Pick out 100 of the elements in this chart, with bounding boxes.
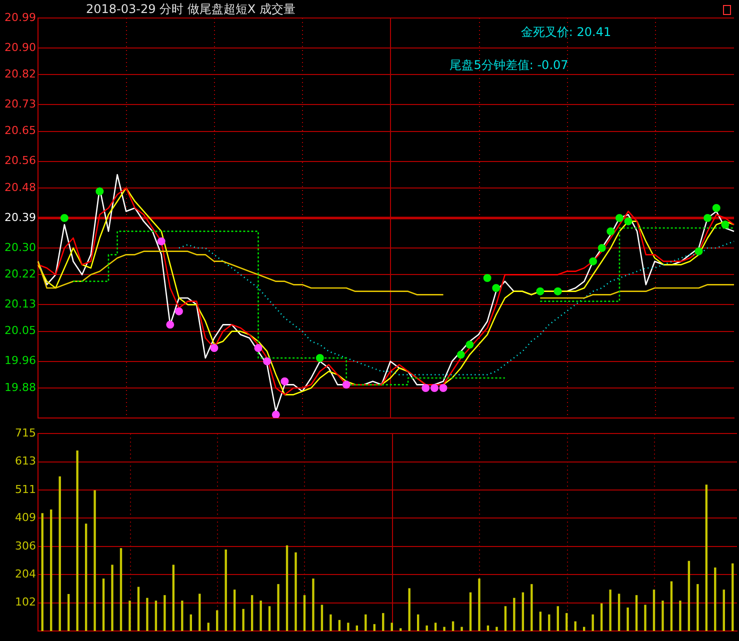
y-tick-label: 20.56	[4, 154, 36, 168]
point	[536, 287, 544, 296]
point	[615, 214, 624, 222]
y-tick-label: 20.99	[4, 10, 36, 24]
bar	[530, 584, 533, 631]
bar	[400, 628, 402, 631]
y-tick-label: 20.13	[4, 298, 36, 311]
bar	[513, 598, 516, 631]
bar	[478, 578, 480, 631]
y-tick-label: 204	[15, 568, 36, 581]
bar	[662, 600, 664, 631]
bar	[242, 608, 244, 631]
point	[439, 384, 448, 392]
bar	[216, 610, 218, 631]
y-tick-label: 20.30	[4, 240, 36, 254]
bar	[294, 552, 297, 631]
point	[456, 350, 465, 359]
bar	[50, 510, 52, 631]
y-tick-label: 102	[15, 596, 36, 609]
bar	[181, 600, 184, 631]
bar	[688, 560, 690, 631]
point	[554, 287, 562, 296]
bar	[618, 594, 620, 631]
bar	[696, 584, 699, 631]
point	[157, 237, 166, 246]
bar	[137, 586, 140, 631]
bar	[364, 614, 367, 631]
bar	[434, 622, 437, 631]
y-tick-label: 20.39	[4, 210, 36, 224]
y-tick-label: 20.05	[4, 324, 36, 338]
bar	[347, 622, 350, 631]
bar	[732, 563, 734, 631]
point	[483, 274, 492, 282]
annotation: 金死叉价: 20.41	[520, 25, 612, 40]
bar	[84, 524, 88, 631]
y-tick-label: 19.88	[4, 380, 36, 394]
point	[422, 384, 430, 392]
bar	[469, 592, 472, 631]
bar	[539, 612, 542, 631]
bar	[390, 622, 393, 631]
point	[430, 384, 438, 392]
point	[598, 244, 606, 252]
bar	[574, 621, 576, 631]
bar	[172, 564, 175, 631]
bar	[303, 595, 306, 631]
bar	[224, 550, 227, 631]
point	[342, 380, 350, 389]
bar	[286, 545, 288, 631]
bar	[234, 590, 236, 631]
point	[263, 357, 272, 366]
bar	[41, 513, 44, 631]
point	[60, 214, 68, 222]
y-tick-label: 20.82	[4, 68, 36, 81]
point	[174, 307, 183, 316]
point	[492, 284, 500, 292]
y-tick-label: 715	[15, 426, 36, 440]
bar	[198, 594, 201, 631]
bar	[76, 450, 78, 631]
bar	[600, 603, 603, 631]
bar	[128, 600, 131, 631]
point	[96, 187, 104, 196]
bar	[120, 548, 122, 631]
point	[272, 410, 280, 418]
bar	[705, 484, 708, 631]
annotation: 尾盘5分钟差值: -0.07	[450, 58, 568, 72]
y-tick-label: 306	[15, 539, 36, 552]
bar	[556, 606, 559, 631]
bar	[330, 614, 332, 631]
bar	[635, 595, 638, 631]
bar	[460, 626, 463, 631]
y-tick-label: 409	[15, 510, 36, 524]
point	[589, 257, 598, 266]
bar	[426, 625, 428, 631]
point	[694, 247, 703, 256]
point	[466, 340, 474, 349]
bar	[146, 598, 148, 631]
y-tick-label: 20.22	[4, 268, 36, 281]
point	[316, 354, 324, 362]
bar	[312, 578, 314, 631]
bar	[260, 600, 262, 631]
bar	[486, 625, 490, 631]
point	[210, 344, 218, 352]
chart-title: 2018-03-29 分时 做尾盘超短X 成交量	[86, 2, 296, 16]
bar	[452, 621, 454, 631]
bar	[652, 590, 656, 631]
bar	[722, 590, 725, 631]
bar	[504, 606, 507, 631]
point	[624, 217, 632, 226]
bar	[626, 608, 629, 631]
bar	[207, 622, 210, 631]
y-tick-label: 19.96	[4, 354, 36, 368]
y-tick-label: 20.73	[4, 98, 36, 111]
bar	[277, 584, 280, 631]
bar	[154, 600, 158, 631]
bar	[320, 604, 324, 631]
bar	[566, 613, 568, 631]
point	[704, 214, 712, 222]
point	[254, 344, 262, 352]
bar	[58, 476, 61, 631]
line-series	[178, 240, 735, 376]
